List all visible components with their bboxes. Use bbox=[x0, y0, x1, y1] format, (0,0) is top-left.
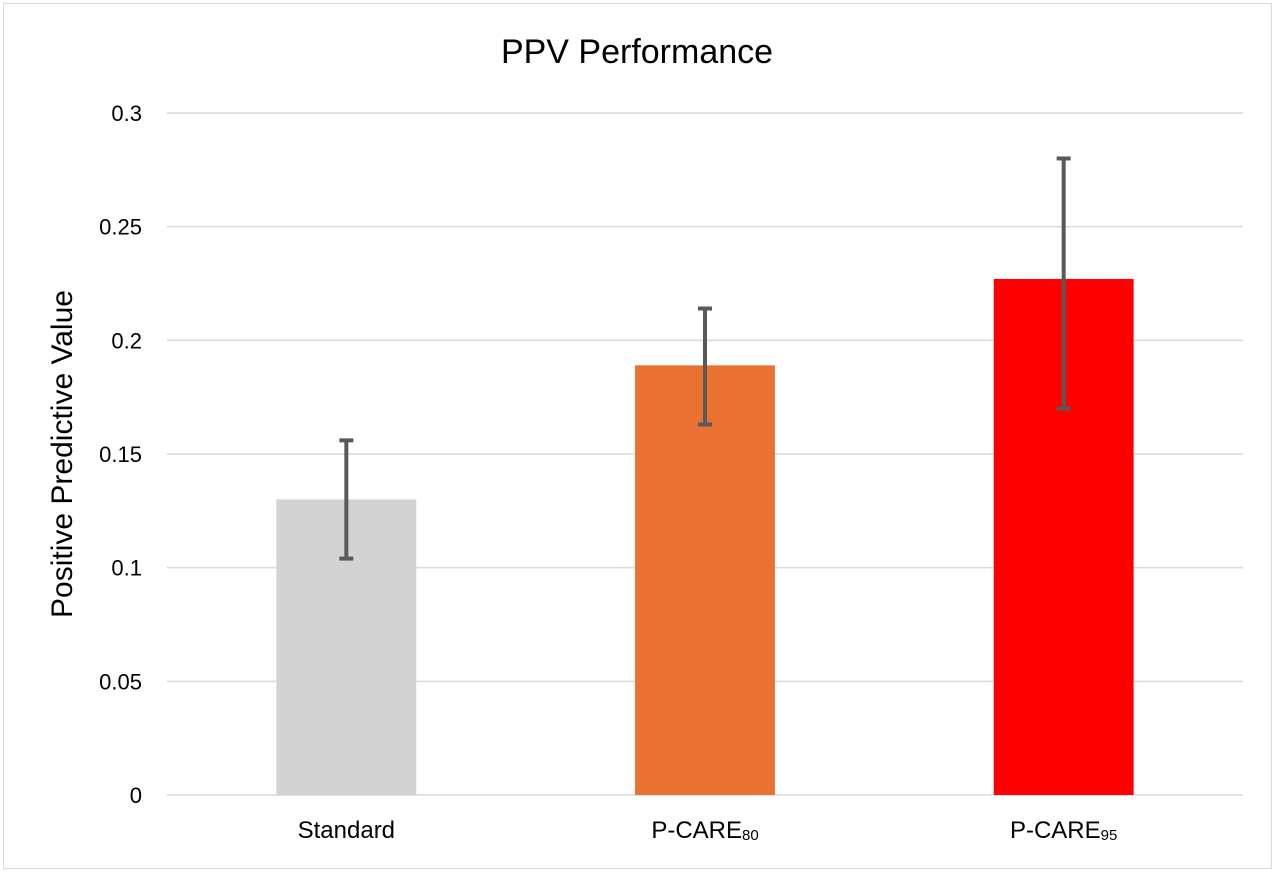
y-tick-label: 0 bbox=[130, 783, 142, 808]
y-axis-label: Positive Predictive Value bbox=[46, 290, 79, 618]
y-axis-ticks: 0 0.05 0.1 0.15 0.2 0.25 0.3 bbox=[99, 101, 142, 808]
x-category-subscript: 80 bbox=[742, 827, 759, 844]
x-category-name: Standard bbox=[298, 817, 395, 844]
y-tick-label: 0.2 bbox=[111, 328, 142, 353]
x-category-label: P-CARE80 bbox=[651, 817, 758, 844]
x-category-subscript: 95 bbox=[1101, 827, 1118, 844]
y-tick-label: 0.3 bbox=[111, 101, 142, 126]
x-category-label: P-CARE95 bbox=[1010, 817, 1117, 844]
x-category-name: P-CARE bbox=[1010, 817, 1101, 844]
x-axis-categories: Standard P-CARE80 P-CARE95 bbox=[298, 817, 1118, 844]
bar bbox=[635, 365, 775, 795]
chart-title: PPV Performance bbox=[501, 33, 773, 71]
error-bars bbox=[339, 156, 1071, 561]
error-bar bbox=[1056, 156, 1071, 411]
x-category-name: P-CARE bbox=[651, 817, 742, 844]
y-tick-label: 0.15 bbox=[99, 442, 142, 467]
error-bar bbox=[339, 438, 354, 561]
y-tick-label: 0.25 bbox=[99, 215, 142, 240]
error-bar bbox=[698, 306, 712, 427]
x-category-label: Standard bbox=[298, 817, 395, 844]
y-tick-label: 0.05 bbox=[99, 669, 142, 694]
y-tick-label: 0.1 bbox=[111, 556, 142, 581]
